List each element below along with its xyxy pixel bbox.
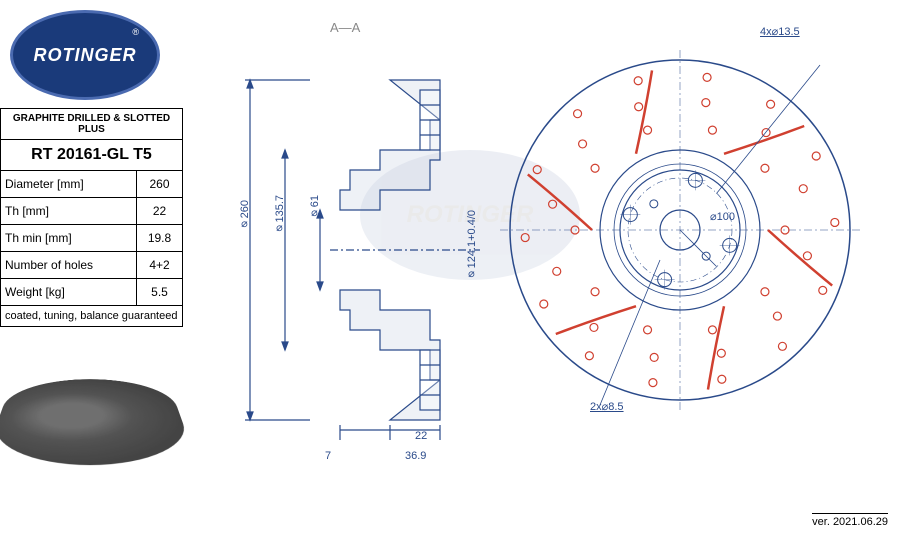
brand-name: ROTINGER xyxy=(33,45,136,66)
callout-pin-holes: 2x⌀8.5 xyxy=(590,400,624,413)
spec-table: GRAPHITE DRILLED & SLOTTED PLUS RT 20161… xyxy=(0,108,183,327)
spec-row: Th min [mm]19.8 xyxy=(1,225,182,252)
dim-register-diameter: ⌀124.1+0.4/0 xyxy=(465,210,478,281)
dim-outer-diameter: ⌀260 xyxy=(238,200,251,231)
spec-row: Number of holes4+2 xyxy=(1,252,182,279)
spec-value: 260 xyxy=(137,171,182,197)
callout-bolt-holes: 4x⌀13.5 xyxy=(760,25,800,38)
spec-row: Th [mm]22 xyxy=(1,198,182,225)
dim-hub-diameter: ⌀61 xyxy=(308,195,321,220)
spec-label: Diameter [mm] xyxy=(1,171,137,197)
product-line: GRAPHITE DRILLED & SLOTTED PLUS xyxy=(1,109,182,140)
dim-bolt-circle: ⌀100 xyxy=(710,210,735,223)
version-label: ver. 2021.06.29 xyxy=(812,513,888,528)
spec-value: 5.5 xyxy=(137,279,182,305)
dim-thickness: 22 xyxy=(415,430,427,442)
front-view xyxy=(490,40,870,420)
spec-label: Weight [kg] xyxy=(1,279,137,305)
spec-row: Weight [kg]5.5 xyxy=(1,279,182,306)
spec-value: 19.8 xyxy=(137,225,182,251)
spec-footer: coated, tuning, balance guaranteed xyxy=(1,306,182,326)
side-view xyxy=(230,60,490,440)
spec-row: Diameter [mm]260 xyxy=(1,171,182,198)
spec-label: Number of holes xyxy=(1,252,137,278)
brand-logo: ROTINGER ® xyxy=(10,10,160,100)
spec-value: 22 xyxy=(137,198,182,224)
registered-mark: ® xyxy=(132,27,139,37)
spec-label: Th min [mm] xyxy=(1,225,137,251)
section-label: A—A xyxy=(330,20,360,35)
spec-value: 4+2 xyxy=(137,252,182,278)
spec-label: Th [mm] xyxy=(1,198,137,224)
technical-drawing: A—A xyxy=(190,0,900,504)
dim-offset: 7 xyxy=(325,450,331,462)
dim-bore-diameter: ⌀135.7 xyxy=(273,195,286,236)
part-number: RT 20161-GL T5 xyxy=(1,140,182,171)
dim-depth: 36.9 xyxy=(405,450,426,462)
product-photo xyxy=(0,379,198,465)
